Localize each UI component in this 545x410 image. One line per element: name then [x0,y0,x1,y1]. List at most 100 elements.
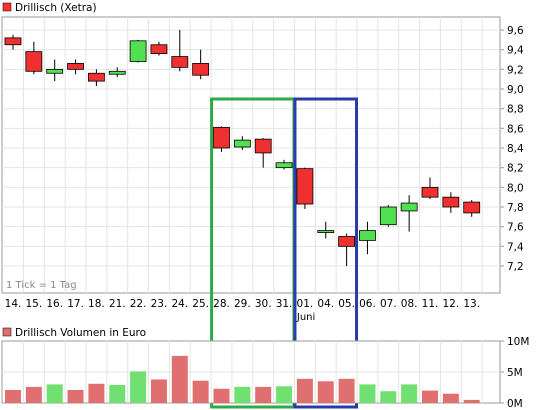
x-tick-label: 15. [25,298,42,310]
volume-bar [234,386,251,403]
volume-bar [25,386,42,403]
price-tick-label: 8,8 [507,104,524,116]
volume-y-axis: 10M 5M 0M [500,336,529,410]
price-tick-label: 9,4 [507,45,524,57]
volume-bar [338,378,355,403]
volume-bar [422,390,438,403]
x-month-label: Juni [296,312,315,323]
candle-body [4,37,22,46]
volume-title: Drillisch Volumen in Euro [15,327,146,339]
x-tick-label: 04. [317,298,334,310]
volume-tick-label: 0M [507,398,523,410]
x-tick-label: 08. [401,298,418,310]
candle-body [192,63,210,76]
x-axis: 14. 15. 16. 17. 18. 21. 22. 23. 24. 25. 28. 29. 30. 3… [5,298,480,323]
volume-bar [109,385,126,403]
candle-body [338,236,356,247]
price-tick-label: 8,4 [507,143,524,155]
volume-bar [192,380,209,403]
volume-bar [255,386,272,403]
price-tick-label: 8,0 [507,182,524,194]
volume-bar [296,378,313,403]
x-tick-label: 22. [130,298,147,310]
volume-bar [88,383,105,403]
candle-body [233,139,251,148]
x-tick-label: 30. [255,298,272,310]
x-tick-label: 12. [442,298,459,310]
price-tick-label: 9,0 [507,84,524,96]
price-tick-label: 9,2 [507,64,524,76]
candle-body [108,70,126,75]
highlight-box [293,97,359,409]
candle-body [421,186,439,198]
x-tick-label: 18. [88,298,105,310]
price-tick-label: 7,2 [507,261,524,273]
x-tick-label: 11. [422,298,439,310]
price-tick-label: 7,8 [507,202,524,214]
price-tick-label: 8,6 [507,123,524,135]
price-y-axis: 9,6 9,4 9,2 9,0 8,8 8,6 8,4 8,2 8,0 7,8 7,6 7,4 7,2 [500,25,524,273]
candle-body [359,230,376,241]
candle-body [296,168,314,205]
volume-bar [171,355,188,403]
volume-bar [67,389,84,403]
highlight-boxes [210,97,359,409]
candle-body [442,196,460,208]
candle-body [463,201,481,214]
candle-body [213,126,230,149]
price-tick-label: 7,6 [507,222,524,234]
x-tick-label: 24. [171,298,188,310]
price-plot-area [1,16,501,294]
volume-bars [5,355,480,403]
candle-body [254,138,272,154]
volume-bar [276,386,293,403]
candles [4,30,481,266]
x-tick-label: 13. [463,298,480,310]
x-tick-label: 01. [297,298,314,310]
volume-bar [442,393,459,403]
x-tick-label: 25. [192,298,209,310]
price-legend-swatch [2,2,12,12]
volume-bar [359,384,376,403]
x-tick-label: 23. [151,298,168,310]
volume-bar [150,379,167,403]
candle-body [67,63,84,70]
volume-bar [463,399,480,403]
candle-body [25,51,43,72]
volume-tick-label: 10M [507,336,529,348]
candle-body [171,56,189,68]
candle-body [88,72,105,82]
volume-bar [317,381,334,403]
x-tick-label: 16. [46,298,63,310]
tick-note: 1 Tick = 1 Tag [6,280,77,291]
x-tick-label: 17. [67,298,84,310]
price-tick-label: 8,2 [507,163,524,175]
x-tick-label: 06. [359,298,376,310]
candle-body [275,162,293,169]
x-tick-label: 31. [276,298,293,310]
volume-bar [46,384,63,403]
candle-body [379,206,397,226]
price-tick-label: 7,4 [507,241,524,253]
volume-bar [5,389,21,403]
price-tick-label: 9,6 [507,25,524,37]
candle-body [129,40,147,62]
volume-gridlines [2,341,500,403]
x-tick-label: 07. [380,298,397,310]
x-tick-label: 29. [234,298,251,310]
x-tick-label: 28. [213,298,230,310]
candle-body [400,202,418,212]
candle-body [46,68,64,74]
candle-body [317,230,335,233]
candle-body [150,44,168,54]
volume-tick-label: 5M [507,367,523,379]
volume-bar [401,384,418,403]
price-title: Drillisch (Xetra) [15,2,97,14]
volume-bar [380,391,397,403]
volume-legend-swatch [2,327,12,337]
x-tick-label: 05. [338,298,355,310]
x-tick-label: 14. [5,298,22,310]
volume-bar [130,371,147,403]
x-tick-label: 21. [109,298,126,310]
